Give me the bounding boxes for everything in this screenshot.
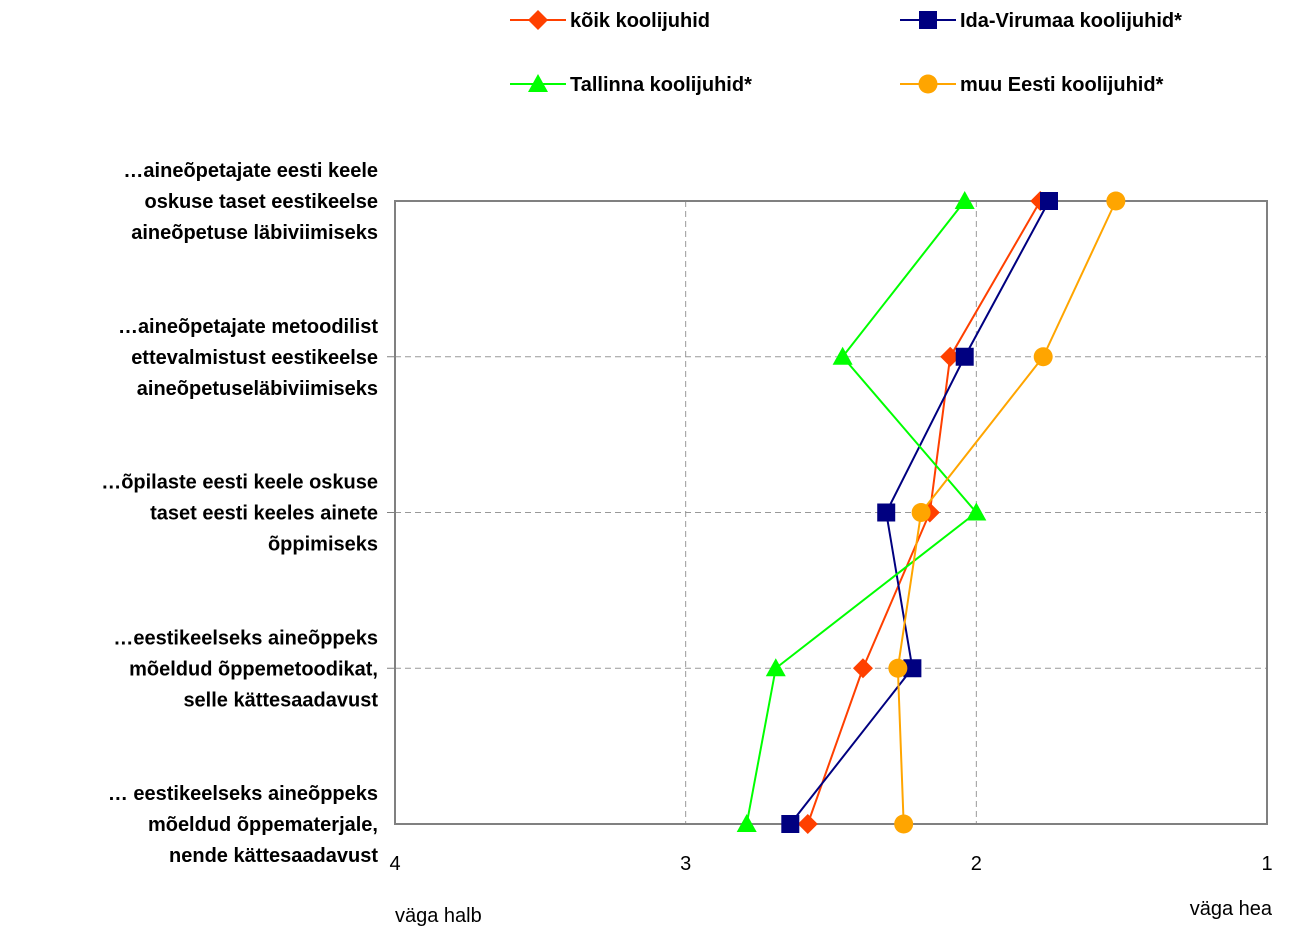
- legend-item: muu Eesti koolijuhid*: [900, 74, 1164, 96]
- data-point: [894, 814, 914, 834]
- category-label-line: selle kättesaadavust: [183, 689, 378, 711]
- data-point: [911, 503, 931, 522]
- data-point: [1106, 191, 1126, 211]
- series-line: [745, 200, 978, 825]
- grid: [387, 201, 1267, 824]
- category-label-line: aineõpetuse läbiviimiseks: [131, 222, 378, 244]
- data-point: [765, 658, 786, 677]
- data-point: [903, 659, 922, 678]
- legend-item: kõik koolijuhid: [510, 10, 710, 32]
- category-label-line: …aineõpetajate eesti keele: [123, 160, 378, 182]
- x-tick-label: 4: [389, 853, 400, 875]
- category-label-line: …eestikeelseks aineõppeks: [113, 627, 378, 649]
- category-label-line: õppimiseks: [268, 534, 378, 556]
- category-label-line: mõeldud õppematerjale,: [148, 814, 378, 836]
- category-labels: …aineõpetajate eesti keele oskuse taset e…: [101, 160, 378, 867]
- category-label-line: mõeldud õppemetoodikat,: [129, 658, 378, 680]
- data-point: [888, 658, 908, 678]
- series-layer: [736, 191, 1126, 834]
- legend-label: Tallinna koolijuhid*: [570, 74, 752, 96]
- category-label-line: ettevalmistust eestikeelse: [131, 347, 378, 369]
- category-label: …aineõpetajate metoodilist ettevalmistust…: [118, 316, 378, 400]
- x-tick-label: 3: [680, 853, 691, 875]
- category-label: … eestikeelseks aineõppeks mõeldud õppema…: [108, 783, 378, 867]
- legend-marker: [528, 10, 548, 30]
- plot-frame: [394, 200, 1268, 825]
- data-point: [736, 814, 757, 832]
- legend-item: Tallinna koolijuhid*: [510, 74, 752, 96]
- legend-marker: [528, 74, 548, 92]
- x-axis-left-label: väga halb: [395, 905, 482, 927]
- category-label-line: …õpilaste eesti keele oskuse: [101, 472, 378, 494]
- category-label-line: nende kättesaadavust: [169, 845, 378, 867]
- category-label-line: taset eesti keeles ainete: [150, 503, 378, 525]
- data-point: [954, 191, 975, 209]
- series-2: [736, 191, 987, 832]
- x-tick-label: 1: [1261, 853, 1272, 875]
- series-1: [781, 192, 1058, 833]
- legend-label: Ida-Virumaa koolijuhid*: [960, 10, 1182, 32]
- legend-item: Ida-Virumaa koolijuhid*: [900, 10, 1182, 32]
- data-point: [1040, 192, 1058, 210]
- category-label-line: …aineõpetajate metoodilist: [118, 316, 378, 338]
- category-label: …eestikeelseks aineõppeks mõeldud õppemet…: [113, 627, 378, 711]
- data-point: [877, 503, 896, 522]
- category-label: …aineõpetajate eesti keele oskuse taset e…: [123, 160, 378, 244]
- data-point: [797, 814, 818, 834]
- legend-label: muu Eesti koolijuhid*: [960, 74, 1164, 96]
- series-3: [888, 191, 1126, 834]
- data-point: [940, 346, 961, 367]
- data-point: [955, 347, 974, 366]
- category-label-line: aineõpetuseläbiviimiseks: [137, 378, 378, 400]
- legend: kõik koolijuhid Ida-Virumaa koolijuhid* Ta…: [510, 10, 1182, 96]
- legend-marker: [918, 74, 938, 94]
- x-axis-ticks: 4 3 2 1: [389, 853, 1272, 875]
- data-point: [1033, 347, 1053, 367]
- data-point: [966, 502, 987, 521]
- category-label-line: oskuse taset eestikeelse: [145, 191, 379, 213]
- data-point: [832, 346, 853, 365]
- x-axis-right-label: väga hea: [1190, 898, 1273, 920]
- data-point: [852, 658, 873, 679]
- category-label: …õpilaste eesti keele oskuse taset eesti …: [101, 472, 378, 556]
- x-tick-label: 2: [971, 853, 982, 875]
- data-point: [781, 815, 800, 833]
- legend-marker: [919, 11, 937, 29]
- category-label-line: … eestikeelseks aineõppeks: [108, 783, 378, 805]
- legend-label: kõik koolijuhid: [570, 10, 710, 32]
